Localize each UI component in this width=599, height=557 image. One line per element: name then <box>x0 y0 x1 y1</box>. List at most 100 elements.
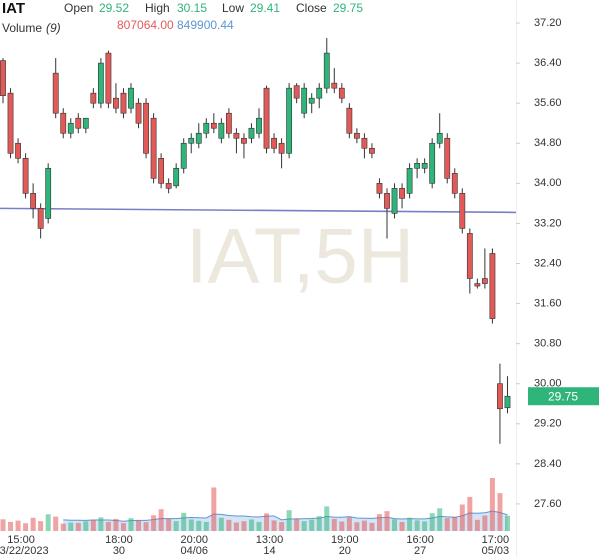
volume-bar <box>151 515 157 531</box>
candle-body <box>376 183 383 194</box>
volume-bar <box>399 521 405 531</box>
candle-body <box>421 163 428 169</box>
candle-body <box>30 193 37 209</box>
candle-body <box>466 233 473 279</box>
volume-bar <box>8 521 14 531</box>
high-value: 30.15 <box>177 1 207 15</box>
volume-bar <box>83 521 89 531</box>
candle-body <box>353 132 360 139</box>
open-value: 29.52 <box>99 1 129 15</box>
volume-bar <box>173 521 179 531</box>
y-tick-label: 29.20 <box>534 418 562 430</box>
x-date-label: 14 <box>263 545 275 557</box>
candle-body <box>384 193 390 209</box>
x-date-label: 03/22/2023 <box>0 545 49 557</box>
volume-bar <box>68 522 74 531</box>
x-date-label: 05/03 <box>482 545 510 557</box>
volume-bar <box>120 523 126 531</box>
volume-bar <box>331 518 337 531</box>
y-tick-label: 30.80 <box>534 338 562 350</box>
x-tick-label: 15:00 <box>7 534 35 546</box>
candle-body <box>97 62 104 104</box>
candle-body <box>225 112 232 134</box>
close-label: Close <box>296 1 327 15</box>
volume-bar <box>339 521 345 531</box>
x-tick-label: 20:00 <box>180 534 208 546</box>
volume-bar <box>444 518 450 531</box>
candle-body <box>113 97 119 109</box>
volume-bar <box>105 521 111 531</box>
candle-body <box>7 92 14 154</box>
candle-body <box>188 137 195 144</box>
volume-bar <box>482 515 488 531</box>
candle-body <box>180 142 187 169</box>
volume-bar <box>279 522 285 531</box>
volume-bar <box>504 515 510 531</box>
candle-body <box>489 253 496 319</box>
volume-bar <box>241 521 247 531</box>
candle-body <box>444 137 451 179</box>
candle-body <box>165 183 172 189</box>
volume-bar <box>346 517 352 531</box>
volume-bar <box>271 520 277 531</box>
candle-body <box>474 283 481 287</box>
candle-body <box>451 173 458 194</box>
volume-bar <box>226 519 232 531</box>
volume-ma-value: 849900.44 <box>177 18 234 32</box>
volume-bar <box>474 519 480 531</box>
candle-body <box>504 395 511 409</box>
y-tick-label: 35.60 <box>534 97 562 109</box>
x-tick-label: 19:00 <box>331 534 359 546</box>
candle-body <box>429 142 436 184</box>
volume-bar <box>264 513 270 531</box>
candle-body <box>369 147 375 154</box>
volume-bar <box>158 509 164 531</box>
volume-bar <box>45 514 51 531</box>
volume-bar <box>301 521 307 531</box>
volume-bar <box>392 519 398 531</box>
volume-bar <box>15 520 21 531</box>
volume-bar <box>30 517 36 531</box>
candle-body <box>293 85 300 99</box>
volume-bar <box>113 518 119 531</box>
volume-bar <box>211 487 217 531</box>
candle-body <box>105 52 112 104</box>
volume-bar <box>181 512 187 531</box>
volume-bar <box>497 493 503 531</box>
volume-bar <box>128 518 134 531</box>
candle-body <box>481 278 488 284</box>
volume-bar <box>248 519 254 531</box>
y-tick-label: 27.60 <box>534 498 562 510</box>
volume-bar <box>422 521 428 531</box>
volume-bar <box>309 519 315 531</box>
candle-body <box>391 188 398 214</box>
x-date-label: 30 <box>113 545 125 557</box>
candle-body <box>22 157 29 194</box>
high-label: High <box>145 1 170 15</box>
candle-body <box>248 127 255 139</box>
candle-body <box>308 97 315 104</box>
volume-bar <box>23 523 29 531</box>
low-value: 29.41 <box>250 1 280 15</box>
x-date-label: 27 <box>414 545 426 557</box>
symbol: IAT <box>2 0 25 17</box>
volume-bar <box>38 521 44 531</box>
volume-bar <box>203 521 209 531</box>
candle-body <box>263 87 270 149</box>
candle-body <box>338 87 345 99</box>
volume-bar <box>361 520 367 531</box>
volume-bar <box>384 511 390 531</box>
watermark: IAT,5H <box>186 212 414 300</box>
candle-body <box>173 168 180 187</box>
last-price-tag <box>528 387 599 406</box>
volume-bar <box>233 522 239 531</box>
y-tick-label: 28.40 <box>534 458 562 470</box>
volume-bar <box>459 504 465 531</box>
low-label: Low <box>222 1 244 15</box>
candle-body <box>128 87 134 109</box>
candle-body <box>195 132 202 144</box>
volume-layer <box>0 478 510 531</box>
y-tick-label: 31.60 <box>534 297 562 309</box>
candle-body <box>120 92 127 114</box>
